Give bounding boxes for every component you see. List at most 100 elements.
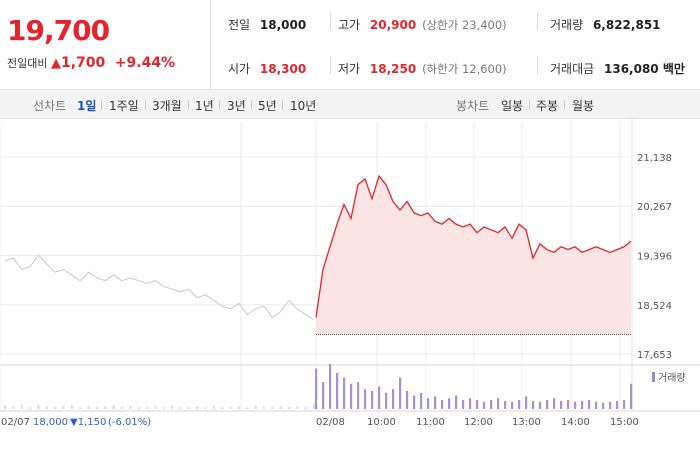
volume-bar	[70, 405, 74, 409]
volume-bar	[322, 382, 325, 409]
volume-bar	[20, 404, 23, 409]
prev-day-price-line	[4, 254, 315, 321]
x-tick-label: 15:00	[610, 417, 639, 428]
volume-bar	[455, 395, 458, 409]
stat-value: 18,000	[259, 18, 307, 32]
volume-bar	[12, 406, 15, 409]
volume-bar	[364, 389, 367, 409]
tab-divider	[219, 100, 220, 110]
divider	[537, 56, 538, 74]
stat-value: 6,822,851	[592, 18, 661, 32]
volume-bar	[129, 406, 132, 409]
volume-bar	[279, 406, 282, 409]
volume-bar	[623, 400, 626, 409]
volume-bar	[581, 400, 584, 409]
tab-weekly-candle[interactable]: 주봉	[536, 99, 559, 113]
stat-label: 거래량	[550, 18, 584, 32]
volume-bars-layer	[4, 364, 633, 409]
volume-bar	[79, 407, 82, 409]
stat-value: 136,080 백만	[604, 62, 685, 76]
stat-label: 고가	[338, 18, 361, 32]
tab-3month[interactable]: 3개월	[152, 99, 182, 113]
volume-bar	[120, 407, 124, 409]
volume-bar	[525, 396, 528, 409]
volume-bar	[204, 407, 207, 409]
x-tick-label: 12:00	[464, 417, 493, 428]
candle-chart-label: 봉차트	[456, 99, 490, 113]
volume-bar	[476, 400, 479, 409]
volume-bar	[518, 400, 521, 409]
volume-bar	[504, 400, 507, 409]
tab-10year[interactable]: 10년	[290, 99, 317, 113]
tab-1year[interactable]: 1년	[195, 99, 214, 113]
volume-bar	[483, 401, 486, 409]
x-tick-label: 10:00	[367, 417, 396, 428]
current-price-box: 19,700 전일대비 ▲1,700 +9.44%	[0, 0, 211, 89]
volume-bar	[87, 406, 90, 409]
volume-bar	[434, 396, 437, 409]
volume-bar	[609, 401, 612, 409]
divider	[330, 12, 331, 30]
volume-bar	[329, 364, 332, 409]
change-percent: +9.44%	[114, 55, 176, 71]
line-chart-label: 선차트	[33, 99, 67, 113]
upper-limit: (상한가 23,400)	[422, 18, 507, 32]
volume-bar	[271, 407, 274, 409]
price-change: 전일대비 ▲1,700 +9.44%	[7, 55, 175, 71]
tab-5year[interactable]: 5년	[258, 99, 277, 113]
volume-bar	[371, 391, 374, 409]
volume-bar	[385, 392, 388, 409]
volume-bar	[560, 400, 563, 409]
volume-bar	[546, 400, 549, 409]
volume-bar	[441, 400, 444, 409]
prev-day-info: 02/07 18,000 ▼1,150 (-6.01%)	[1, 417, 151, 428]
volume-bar	[246, 407, 249, 409]
change-label: 전일대비	[7, 57, 48, 70]
tab-1week[interactable]: 1주일	[109, 99, 139, 113]
stat-value: 18,300	[259, 62, 307, 76]
tab-divider	[251, 100, 252, 110]
volume-bar	[567, 400, 570, 409]
stat-label: 시가	[228, 62, 251, 76]
volume-bar	[448, 398, 451, 409]
tab-divider	[145, 100, 146, 110]
stat-high: 고가 20,900 (상한가 23,400)	[338, 16, 507, 33]
stat-label: 거래대금	[550, 62, 595, 76]
volume-legend-swatch	[652, 372, 655, 382]
x-tick-label: 02/08	[316, 417, 345, 428]
volume-bar	[357, 382, 360, 409]
tab-daily-candle[interactable]: 일봉	[501, 99, 524, 113]
stat-open: 시가 18,300	[228, 60, 306, 77]
volume-bar	[237, 406, 241, 409]
volume-bar	[427, 398, 430, 409]
volume-bar	[4, 405, 7, 409]
today-price-line	[315, 174, 632, 318]
volume-bar	[229, 407, 232, 409]
volume-legend-label: 거래량	[658, 372, 686, 384]
volume-bar	[112, 405, 115, 409]
today-price-area	[316, 176, 631, 335]
intraday-price-chart[interactable]: 21,138 20,267 19,396 18,524 17,653 02/08 10:00…	[0, 119, 700, 450]
tab-divider	[188, 100, 189, 110]
divider	[330, 56, 331, 74]
y-tick-label: 19,396	[637, 251, 672, 262]
prev-day-line-layer	[4, 254, 315, 321]
tab-3year[interactable]: 3년	[227, 99, 246, 113]
volume-bar	[212, 406, 215, 409]
volume-bar	[539, 401, 542, 409]
tab-monthly-candle[interactable]: 월봉	[572, 99, 595, 113]
tab-divider	[564, 100, 565, 110]
volume-bar	[574, 401, 577, 409]
tab-1day[interactable]: 1일	[77, 99, 97, 113]
volume-bar	[45, 406, 48, 409]
volume-bar	[315, 368, 318, 409]
volume-bar	[54, 407, 57, 409]
volume-bar	[511, 401, 514, 409]
volume-bar	[62, 406, 65, 409]
volume-bar	[313, 403, 316, 409]
stat-label: 저가	[338, 62, 361, 76]
volume-bar	[154, 406, 157, 409]
stat-low: 저가 18,250 (하한가 12,600)	[338, 60, 507, 77]
prev-day-date: 02/07	[1, 417, 30, 428]
y-tick-label: 18,524	[637, 301, 672, 312]
